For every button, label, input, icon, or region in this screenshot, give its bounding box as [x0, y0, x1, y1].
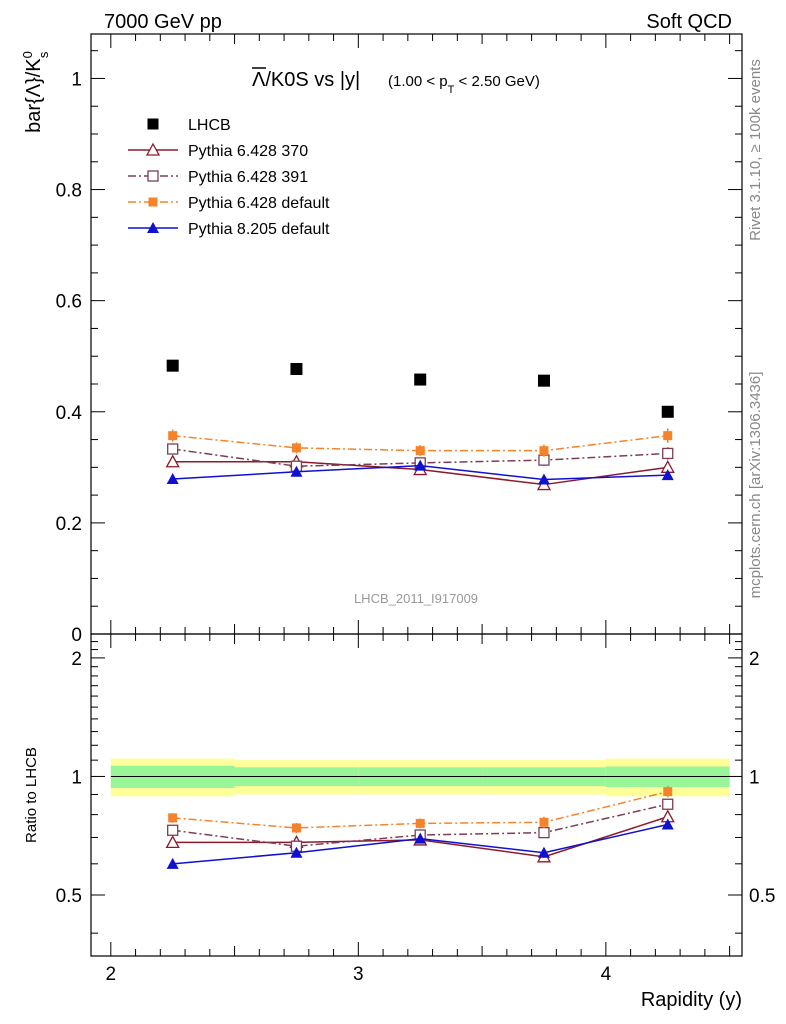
- x-tick-label: 3: [353, 964, 364, 985]
- legend-label: Pythia 6.428 391: [188, 169, 308, 186]
- ratio-data-point: [290, 846, 303, 858]
- header-energy-label: 7000 GeV pp: [104, 11, 222, 33]
- data-point: [165, 454, 180, 468]
- ratio-data-point: [415, 818, 425, 828]
- legend-item: Pythia 8.205 default: [128, 221, 330, 238]
- analysis-watermark: LHCB_2011_I917009: [354, 591, 478, 606]
- legend-label: Pythia 6.428 370: [188, 143, 308, 160]
- legend-label: Pythia 8.205 default: [188, 221, 330, 238]
- legend-item: Pythia 6.428 370: [128, 142, 308, 160]
- ratio-data-point: [539, 817, 549, 827]
- range-prefix: (1.00 < p: [388, 73, 448, 90]
- ratio-y-tick-label-right: 2: [749, 649, 760, 670]
- ratio-data-point: [663, 787, 673, 797]
- data-point: [415, 446, 425, 456]
- legend-label: Pythia 6.428 default: [188, 195, 330, 212]
- ratio-y-axis-label: Ratio to LHCB: [23, 747, 40, 843]
- ratio-data-point: [165, 835, 180, 849]
- legend-label: LHCB: [188, 117, 231, 134]
- title-pt-range: (1.00 < pT < 2.50 GeV): [388, 73, 540, 96]
- ratio-data-point: [661, 818, 674, 830]
- ratio-data-point: [291, 823, 301, 833]
- main-y-tick-label: 0.2: [56, 514, 82, 535]
- ratio-y-tick-label-right: 1: [749, 767, 760, 788]
- data-point: [537, 473, 550, 485]
- ratio-series-line: [172, 803, 668, 847]
- series-line: [172, 448, 668, 467]
- data-point: [168, 431, 178, 441]
- series-pythia-6-428-default: [168, 428, 673, 457]
- main-y-axis-label: bar{Λ}/K0s: [20, 51, 51, 133]
- series-line: [172, 434, 668, 452]
- data-point: [290, 465, 303, 477]
- ratio-series-pythia-8-205-default: [166, 818, 674, 869]
- ratio-axes: 0.5 0.5 1 1 2 2 2 3 4: [56, 634, 775, 985]
- rivet-version-label: Rivet 3.1.10, ≥ 100k events: [747, 59, 764, 241]
- range-suffix: < 2.50 GeV): [454, 73, 539, 90]
- main-axes: 0 0.2 0.4 0.6 0.8 1: [56, 34, 742, 646]
- ratio-data-point: [537, 846, 550, 858]
- y-label-base: bar{Λ}/K: [23, 58, 45, 133]
- main-y-tick-label: 0.8: [56, 181, 82, 202]
- plot-title: Λ/K0S vs |y|: [252, 69, 360, 91]
- title-main-text: /K0S vs |y|: [265, 69, 360, 91]
- legend-marker: [147, 222, 159, 233]
- data-point: [166, 359, 179, 372]
- legend-item: Pythia 6.428 default: [128, 195, 330, 212]
- legend-marker: [148, 197, 158, 207]
- ratio-y-tick-label-right: 0.5: [749, 886, 775, 907]
- ratio-data-point: [167, 824, 179, 836]
- legend-marker: [145, 142, 161, 156]
- main-y-tick-label: 1: [71, 69, 82, 90]
- legend-marker: [147, 170, 159, 182]
- data-point: [661, 405, 674, 418]
- x-axis-label: Rapidity (y): [641, 989, 742, 1011]
- ratio-y-tick-label: 2: [71, 649, 82, 670]
- ratio-y-tick-label: 0.5: [56, 886, 82, 907]
- ratio-data-point: [662, 798, 674, 810]
- ratio-y-tick-label: 1: [71, 767, 82, 788]
- data-point: [414, 373, 427, 386]
- data-point: [414, 459, 427, 471]
- main-y-tick-label: 0: [71, 625, 82, 646]
- y-label-subscript: s: [36, 51, 51, 58]
- legend-marker: [147, 118, 159, 130]
- data-point: [166, 473, 179, 484]
- ratio-data-point: [538, 826, 550, 839]
- legend-item: Pythia 6.428 391: [128, 169, 308, 186]
- data-point: [291, 443, 301, 453]
- x-tick-label: 2: [106, 964, 117, 985]
- reference-uncertainty-bands: [110, 758, 730, 797]
- ratio-series-group: [165, 786, 675, 869]
- ratio-series-pythia-6-428-default: [168, 786, 673, 834]
- header-category-label: Soft QCD: [646, 11, 732, 33]
- ratio-data-point: [166, 857, 179, 869]
- main-y-tick-label: 0.6: [56, 292, 82, 313]
- series-lhcb: [166, 359, 674, 418]
- data-point: [290, 363, 303, 375]
- legend-item: LHCB: [147, 117, 231, 134]
- main-plot-panel: 0 0.2 0.4 0.6 0.8 1 Λ/K0S vs |y| (1.00 < pT <…: [20, 33, 743, 646]
- data-point: [539, 446, 549, 456]
- data-point: [661, 469, 674, 481]
- main-series-group: [165, 359, 675, 491]
- ratio-plot-frame: [90, 633, 743, 957]
- series-pythia-8-205-default: [166, 459, 674, 485]
- legend: LHCB Pythia 6.428 370 Pythia 6.428 391 Pyth…: [128, 117, 330, 238]
- title-lambda-symbol: Λ: [252, 69, 266, 91]
- ratio-plot-panel: 0.5 0.5 1 1 2 2 2 3 4 Ratio to LHCB Rapidity (y): [23, 633, 775, 1011]
- main-y-tick-label: 0.4: [56, 403, 83, 424]
- ratio-series-line: [172, 790, 668, 829]
- data-point: [167, 443, 179, 455]
- data-point: [663, 431, 673, 441]
- ratio-data-point: [414, 832, 427, 844]
- data-point: [662, 447, 674, 460]
- data-point: [537, 374, 550, 387]
- y-label-superscript: 0: [20, 51, 35, 58]
- mcplots-citation-label: mcplots.cern.ch [arXiv:1306.3436]: [747, 372, 764, 599]
- range-subscript: T: [448, 84, 455, 96]
- x-tick-label: 4: [601, 964, 612, 985]
- ratio-data-point: [168, 813, 178, 823]
